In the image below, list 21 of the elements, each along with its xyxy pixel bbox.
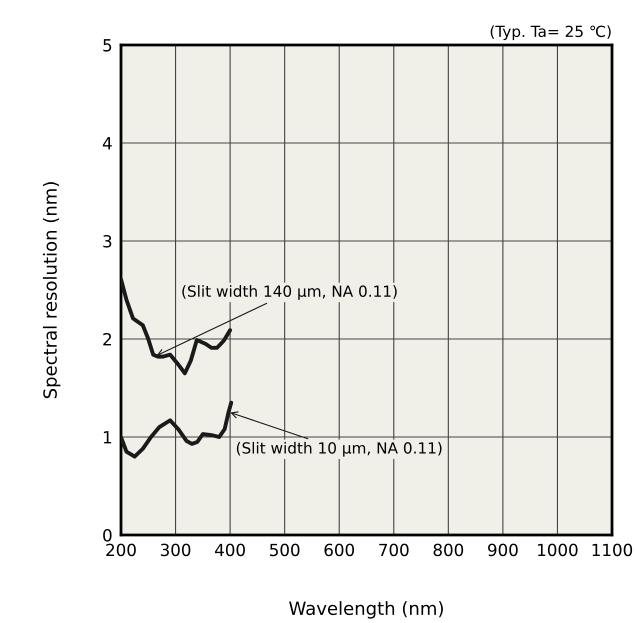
x-axis-title: Wavelength (nm) — [289, 601, 443, 619]
y-tick-label: 3 — [103, 234, 112, 248]
chart-subtitle: (Typ. Ta= 25 ℃) — [490, 25, 611, 40]
x-tick-label: 1100 — [592, 544, 632, 556]
x-tick-label: 200 — [106, 544, 136, 556]
annotation: (Slit width 140 µm, NA 0.11) — [182, 285, 397, 300]
y-tick-label: 0 — [103, 528, 112, 542]
x-tick-label: 1000 — [538, 544, 578, 556]
x-tick-label: 500 — [270, 544, 300, 556]
x-tick-label: 900 — [488, 544, 518, 556]
y-tick-label: 2 — [103, 332, 111, 346]
y-tick-label: 4 — [102, 137, 112, 150]
x-tick-label: 600 — [324, 544, 354, 556]
annotation: (Slit width 10 µm, NA 0.11) — [236, 442, 442, 457]
y-tick-label: 1 — [104, 431, 112, 444]
x-tick-label: 700 — [379, 544, 409, 556]
x-tick-label: 800 — [434, 544, 464, 556]
y-axis-title: Spectral resolution (nm) — [42, 182, 60, 398]
y-tick-label: 5 — [103, 39, 112, 52]
x-tick-label: 400 — [215, 544, 245, 556]
x-tick-label: 300 — [160, 544, 190, 556]
